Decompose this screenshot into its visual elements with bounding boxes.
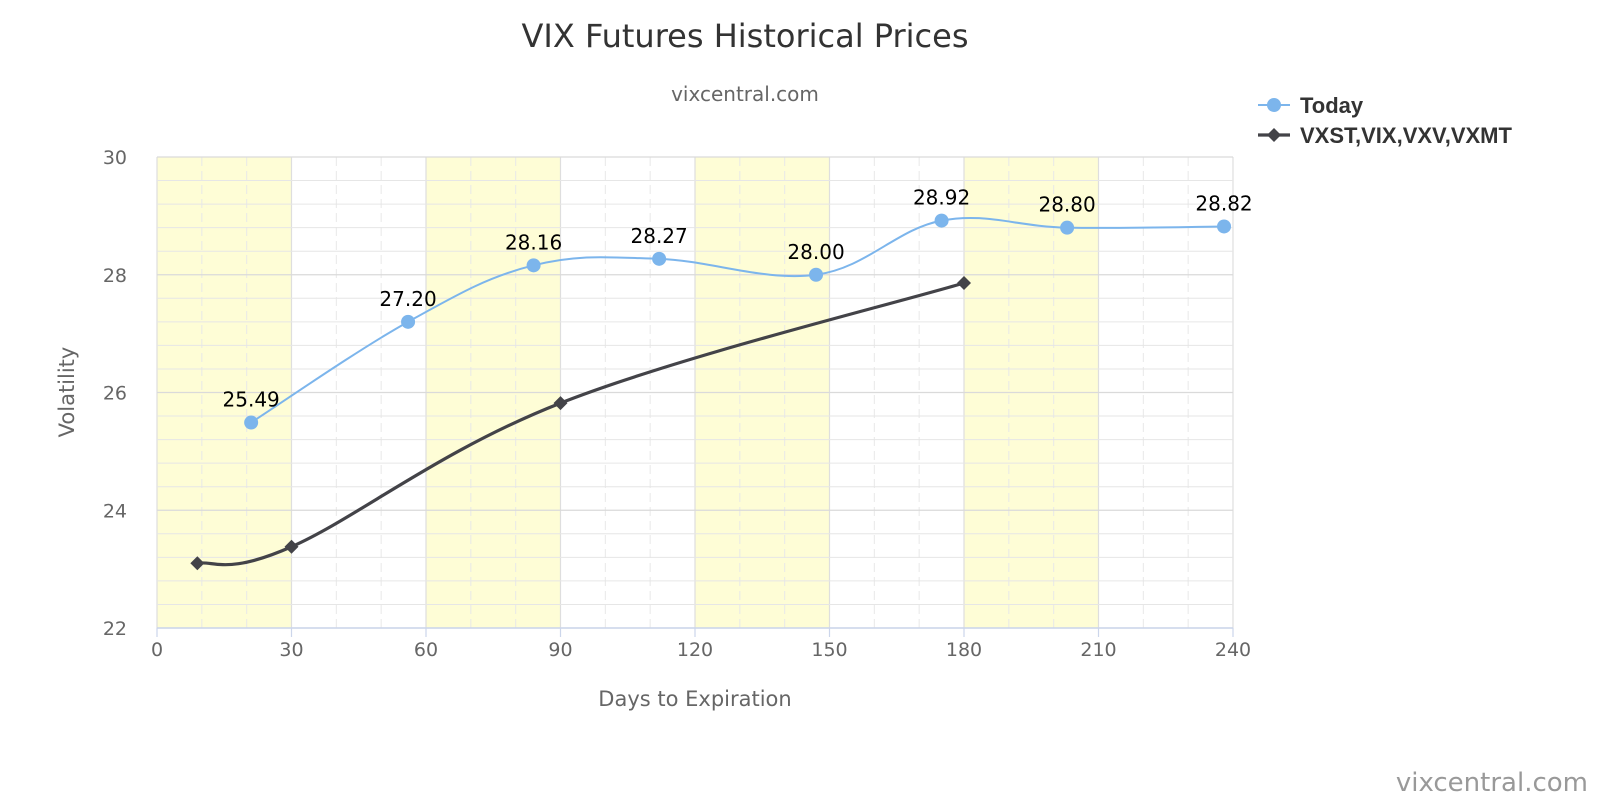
y-tick-label: 24 [103,500,127,522]
x-tick-label: 150 [811,639,847,661]
data-label: 25.49 [223,388,280,412]
series-point-0[interactable] [1060,220,1075,235]
data-label: 28.82 [1195,191,1252,215]
y-tick-label: 28 [103,265,127,287]
series-layer [190,213,1232,571]
y-tick-label: 30 [103,147,127,169]
y-tick-label: 26 [103,383,127,405]
series-point-1[interactable] [190,556,205,571]
series-point-1[interactable] [553,396,568,411]
y-axis-ticks: 22 24 26 28 30 [103,147,127,640]
x-tick-label: 210 [1080,639,1116,661]
x-axis-ticks: 0 30 60 90 120 150 180 210 240 [151,628,1251,661]
x-axis-title: Days to Expiration [598,687,791,711]
data-label: 28.27 [631,224,688,248]
series-line-1 [197,281,965,567]
series-point-1[interactable] [957,275,971,290]
series-point-0[interactable] [1217,219,1232,234]
legend-item-0[interactable]: Today [1300,93,1364,118]
y-axis-title: Volatility [55,347,79,438]
chart-title: VIX Futures Historical Prices [522,17,969,55]
series-point-0[interactable] [244,415,259,430]
x-tick-label: 60 [414,639,438,661]
x-tick-label: 90 [548,639,572,661]
x-tick-label: 180 [946,639,982,661]
data-labels: 25.49 27.20 28.16 28.27 28.00 28.92 28.80 28.82 [223,186,1253,412]
series-point-0[interactable] [809,267,824,282]
credit-text[interactable]: vixcentral.com [1396,768,1588,798]
legend-marker-0 [1267,98,1281,112]
x-tick-label: 0 [151,639,163,661]
series-point-0[interactable] [401,314,416,329]
x-tick-label: 120 [677,639,713,661]
x-tick-label: 30 [279,639,303,661]
x-tick-label: 240 [1215,639,1251,661]
chart-subtitle: vixcentral.com [671,82,819,106]
legend-marker-1 [1267,128,1281,142]
data-label: 28.16 [505,230,562,254]
grid-lines [156,156,1234,629]
data-label: 28.00 [787,240,844,264]
series-point-0[interactable] [526,258,541,273]
legend-item-1[interactable]: VXST,VIX,VXV,VXMT [1300,123,1512,148]
series-point-1[interactable] [284,539,299,554]
data-label: 27.20 [379,287,436,311]
data-label: 28.92 [913,186,970,210]
legend[interactable]: Today VXST,VIX,VXV,VXMT [1258,93,1512,148]
y-tick-label: 22 [103,618,127,640]
data-label: 28.80 [1038,193,1095,217]
series-point-0[interactable] [934,213,949,228]
series-point-0[interactable] [652,251,667,266]
